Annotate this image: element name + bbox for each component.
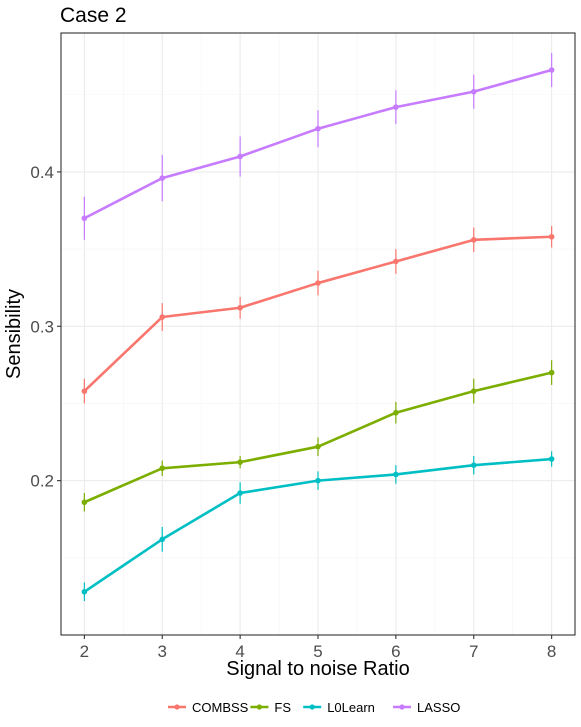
data-point-l0learn: [470, 462, 477, 469]
data-point-l0learn: [315, 477, 321, 484]
x-tick-label: 6: [391, 642, 400, 661]
legend-key-point-l0learn: [309, 704, 315, 710]
legend-item-lasso: LASSO: [393, 700, 460, 715]
y-tick-label: 0.4: [30, 163, 54, 182]
x-tick-label: 8: [547, 642, 556, 661]
data-point-fs: [237, 459, 243, 465]
chart-title: Case 2: [60, 4, 127, 27]
legend-key-point-lasso: [399, 704, 405, 710]
data-point-l0learn: [81, 588, 88, 595]
legend-key-point-fs: [256, 704, 262, 710]
data-point-fs: [81, 499, 88, 506]
data-point-fs: [470, 388, 477, 394]
data-point-lasso: [315, 125, 321, 132]
legend-key-point-combss: [174, 704, 180, 710]
x-axis-label: Signal to noise Ratio: [226, 658, 409, 680]
legend-item-l0learn: L0Learn: [303, 700, 375, 715]
series-l0learn: [81, 451, 555, 602]
data-point-fs: [393, 409, 399, 416]
series-lasso: [81, 53, 555, 240]
data-point-l0learn: [237, 490, 243, 496]
legend: COMBSS FS L0Learn LASSO: [168, 700, 460, 715]
data-point-lasso: [548, 67, 555, 73]
legend-label-combss: COMBSS: [192, 700, 249, 715]
series-combss: [81, 225, 555, 404]
y-tick-label: 0.3: [30, 317, 54, 336]
data-point-l0learn: [548, 456, 555, 462]
series-fs: [81, 360, 555, 512]
y-axis-label: Sensibility: [3, 289, 25, 379]
data-point-combss: [548, 233, 555, 240]
data-point-fs: [159, 465, 166, 472]
x-tick-label: 3: [158, 642, 167, 661]
legend-item-fs: FS: [250, 700, 291, 715]
data-point-l0learn: [159, 536, 166, 543]
data-point-lasso: [159, 175, 166, 181]
data-point-fs: [315, 443, 321, 450]
data-point-lasso: [393, 104, 399, 110]
data-point-combss: [393, 258, 399, 265]
data-point-fs: [548, 369, 555, 376]
y-tick-label: 0.2: [30, 472, 54, 491]
legend-item-combss: COMBSS: [168, 700, 249, 715]
x-tick-label: 4: [235, 642, 244, 661]
y-axis: 0.2 0.3 0.4: [30, 163, 61, 491]
x-tick-label: 2: [80, 642, 89, 661]
x-axis: 2 3 4 5 6 7 8: [80, 635, 556, 661]
legend-label-lasso: LASSO: [417, 700, 460, 715]
data-point-combss: [81, 388, 88, 394]
legend-label-fs: FS: [274, 700, 291, 715]
series-layer: [81, 53, 555, 602]
data-point-l0learn: [393, 471, 399, 478]
data-point-combss: [159, 314, 166, 320]
data-point-lasso: [470, 88, 477, 95]
x-tick-label: 5: [313, 642, 322, 661]
data-point-combss: [315, 280, 321, 286]
data-point-lasso: [237, 153, 243, 160]
x-tick-label: 7: [469, 642, 478, 661]
data-point-combss: [237, 304, 243, 311]
data-point-lasso: [81, 215, 88, 222]
legend-label-l0learn: L0Learn: [327, 700, 375, 715]
data-point-combss: [470, 237, 477, 243]
